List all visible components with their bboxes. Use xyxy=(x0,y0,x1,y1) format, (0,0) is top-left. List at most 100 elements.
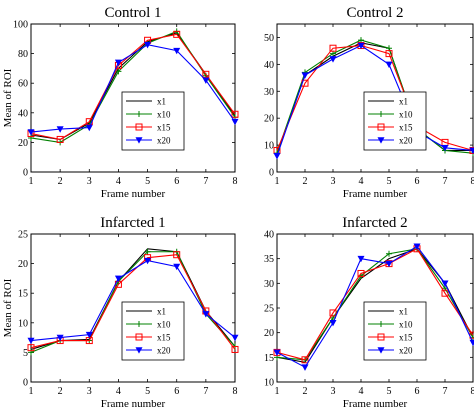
x-tick-label: 4 xyxy=(359,386,364,397)
legend-marker xyxy=(135,333,143,341)
x-tick-label: 6 xyxy=(415,176,420,187)
legend: x1 x10 x15 x20 xyxy=(363,91,427,151)
data-point xyxy=(357,42,365,50)
x-tick-label: 2 xyxy=(58,176,63,187)
data-point xyxy=(413,243,421,250)
y-tick-label: 10 xyxy=(264,378,274,389)
series-x15 xyxy=(27,30,239,143)
y-tick-label: 35 xyxy=(264,254,274,265)
x-tick-label: 8 xyxy=(471,386,474,397)
data-point xyxy=(202,311,210,318)
data-point xyxy=(301,364,309,371)
x-tick-label: 2 xyxy=(303,386,308,397)
y-tick-label: 30 xyxy=(264,279,274,290)
x-tick-label: 5 xyxy=(145,176,150,187)
data-point xyxy=(173,30,181,38)
x-axis-label: Frame number xyxy=(343,188,408,200)
legend-label: x20 xyxy=(157,346,171,356)
data-point xyxy=(329,309,337,317)
data-point xyxy=(357,255,365,263)
series-line xyxy=(276,248,474,361)
plot-frame xyxy=(30,23,236,173)
y-tick-label: 40 xyxy=(18,108,28,119)
legend-marker xyxy=(136,321,142,327)
legend-marker xyxy=(378,111,384,117)
data-point xyxy=(202,77,210,84)
x-tick-label: 5 xyxy=(145,386,150,397)
chart-panel-3: Infarcted 1 1 2 3 4 5 6 7 8 0 5 10 15 20 25 Frame numbe… xyxy=(2,215,239,409)
y-tick-label: 25 xyxy=(264,304,274,315)
x-tick-label: 8 xyxy=(233,176,238,187)
y-tick-label: 40 xyxy=(264,230,274,241)
data-point xyxy=(114,275,122,283)
y-tick-label: 0 xyxy=(23,378,28,389)
x-tick-label: 6 xyxy=(174,386,179,397)
x-tick-label: 7 xyxy=(203,176,208,187)
y-tick-label: 60 xyxy=(18,79,28,90)
x-tick-label: 7 xyxy=(203,386,208,397)
data-point xyxy=(85,331,93,339)
y-tick-label: 20 xyxy=(264,328,274,339)
data-point xyxy=(273,349,281,357)
y-tick-label: 40 xyxy=(264,60,274,71)
x-tick-label: 3 xyxy=(331,176,336,187)
legend-marker xyxy=(136,111,142,117)
data-point xyxy=(301,72,309,79)
legend: x1 x10 x15 x20 xyxy=(363,301,427,361)
y-tick-label: 5 xyxy=(23,348,28,359)
legend-label: x10 xyxy=(157,110,171,120)
legend-label: x20 xyxy=(399,346,413,356)
data-point xyxy=(385,61,393,68)
legend-marker xyxy=(377,137,385,144)
legend-marker xyxy=(135,123,143,131)
data-point xyxy=(27,337,35,345)
data-point xyxy=(173,263,181,271)
x-tick-label: 6 xyxy=(174,176,179,187)
x-tick-label: 2 xyxy=(58,386,63,397)
data-point xyxy=(173,251,181,259)
x-tick-label: 1 xyxy=(29,176,34,187)
x-tick-label: 1 xyxy=(29,386,34,397)
x-tick-label: 3 xyxy=(331,386,336,397)
series-x20 xyxy=(27,41,239,136)
legend-label: x10 xyxy=(399,320,413,330)
x-axis-label: Frame number xyxy=(101,398,166,409)
x-tick-label: 6 xyxy=(415,386,420,397)
x-axis-label: Frame number xyxy=(101,188,166,200)
data-point xyxy=(231,345,239,353)
y-tick-label: 20 xyxy=(18,259,28,270)
data-point xyxy=(469,147,474,155)
series-line xyxy=(30,254,236,350)
y-axis-label: Mean of ROI xyxy=(2,68,14,127)
data-point xyxy=(441,280,449,287)
data-point xyxy=(329,44,337,52)
data-point xyxy=(385,260,393,268)
legend-label: x10 xyxy=(157,320,171,330)
data-point xyxy=(56,334,64,342)
data-point xyxy=(273,153,281,160)
series-line xyxy=(30,44,236,133)
y-tick-label: 0 xyxy=(269,168,274,179)
data-point xyxy=(27,344,35,352)
x-axis-label: Frame number xyxy=(343,398,408,409)
legend: x1 x10 x15 x20 xyxy=(121,91,185,151)
legend-marker xyxy=(135,347,143,354)
legend: x1 x10 x15 x20 xyxy=(121,301,185,361)
chart-panel-4: Infarcted 2 1 2 3 4 5 6 7 8 10 15 20 25 30 35 40 Frame n… xyxy=(264,215,474,409)
legend-label: x20 xyxy=(399,136,413,146)
data-point xyxy=(231,118,239,126)
data-point xyxy=(231,110,239,118)
x-tick-label: 4 xyxy=(359,176,364,187)
series-x20 xyxy=(273,243,474,371)
data-point xyxy=(85,124,93,132)
y-tick-label: 30 xyxy=(264,87,274,98)
x-tick-label: 4 xyxy=(116,386,121,397)
series-line xyxy=(276,39,474,154)
legend-marker xyxy=(377,347,385,354)
data-point xyxy=(385,50,393,58)
series-line xyxy=(276,44,474,152)
y-tick-label: 10 xyxy=(264,141,274,152)
legend-label: x20 xyxy=(157,136,171,146)
